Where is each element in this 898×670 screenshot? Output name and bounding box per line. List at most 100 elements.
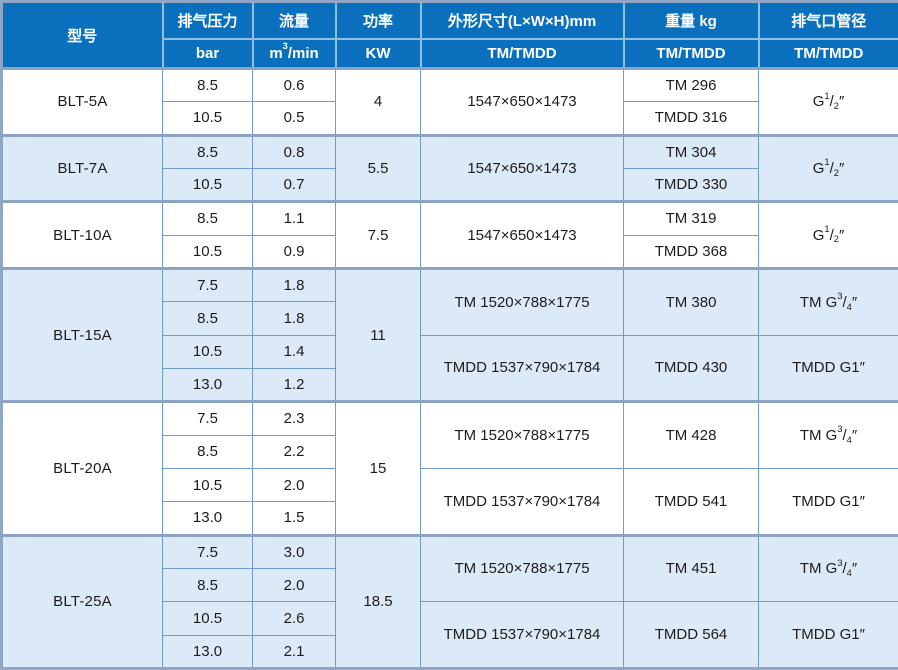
pipe-suffix: ″ xyxy=(851,560,858,578)
weight-cell: TMDD 330 xyxy=(623,167,759,203)
pressure-cell: 7.5 xyxy=(162,534,253,569)
flow-cell: 2.3 xyxy=(252,401,336,436)
model-group-blt-10a: BLT-10A 8.5 1.1 7.5 1547×650×1473 TM 319… xyxy=(1,201,898,269)
pipe-numerator: 3 xyxy=(837,291,843,302)
pipe-prefix: TMDD G1″ xyxy=(792,359,865,377)
pipe-cell: TM G3/4″ xyxy=(758,401,898,469)
dims-cell: 1547×650×1473 xyxy=(420,68,624,136)
table-row: BLT-7A 8.5 0.8 5.5 1547×650×1473 TM 304 … xyxy=(1,134,898,203)
pressure-cell: 8.5 xyxy=(162,434,253,469)
table-row: BLT-10A 8.5 1.1 7.5 1547×650×1473 TM 319… xyxy=(1,201,898,269)
pipe-denominator: 2 xyxy=(833,101,839,112)
pressure-cell: 10.5 xyxy=(162,467,253,503)
pressure-cell: 10.5 xyxy=(162,167,253,203)
table-row: 10.5 0.7 TMDD 330 xyxy=(2,167,898,203)
pipe-prefix: G xyxy=(812,93,825,111)
flow-cell: 1.1 xyxy=(252,201,336,236)
weight-cell: TMDD 430 xyxy=(623,334,759,403)
pressure-cell: 8.5 xyxy=(162,567,253,603)
pipe-prefix: TM G xyxy=(799,293,838,311)
flow-cell: 2.6 xyxy=(252,601,336,636)
table-row: 10.5 2.0 TMDD 1537×790×1784 TMDD 541 TMD… xyxy=(2,467,898,536)
header-row-units: bar m3/min KW TM/TMDD TM/TMDD TM/TMDD xyxy=(2,37,898,70)
weight-cell: TMDD 316 xyxy=(623,101,759,136)
flow-unit-sup: 3 xyxy=(282,41,288,52)
pipe-prefix: TMDD G1″ xyxy=(792,492,865,510)
pressure-cell: 10.5 xyxy=(162,601,253,636)
model-cell: BLT-10A xyxy=(1,201,163,269)
pipe-cell: G1/2″ xyxy=(758,134,898,203)
flow-unit-base: m xyxy=(269,44,283,62)
header-pressure: 排气压力 xyxy=(161,0,254,40)
header-pressure-unit: bar xyxy=(161,37,254,70)
flow-cell: 1.5 xyxy=(252,501,336,536)
pipe-cell: TMDD G1″ xyxy=(758,334,898,403)
model-cell: BLT-25A xyxy=(1,534,163,670)
model-group-blt-15a: BLT-15A 7.5 1.8 11 TM 1520×788×1775 TM 3… xyxy=(1,267,898,403)
table-row: 10.5 1.4 TMDD 1537×790×1784 TMDD 430 TMD… xyxy=(2,334,898,403)
pipe-denominator: 2 xyxy=(833,234,839,245)
dims-cell: TM 1520×788×1775 xyxy=(420,401,624,469)
pipe-prefix: G xyxy=(812,226,825,244)
flow-cell: 1.8 xyxy=(252,267,336,303)
pipe-fraction-slash: / xyxy=(842,560,847,578)
header-flow-unit: m3/min xyxy=(251,37,337,70)
pipe-fraction-slash: / xyxy=(829,226,834,244)
weight-cell: TM 380 xyxy=(623,267,759,336)
pipe-prefix: TM G xyxy=(799,427,838,445)
pressure-cell: 8.5 xyxy=(162,67,253,103)
flow-cell: 0.5 xyxy=(252,101,336,136)
table-row: BLT-15A 7.5 1.8 11 TM 1520×788×1775 TM 3… xyxy=(1,267,898,403)
table-header: 型号 排气压力 流量 功率 外形尺寸(L×W×H)mm 重量 kg 排气口管径 … xyxy=(0,0,898,70)
header-dims-subtitle: TM/TMDD xyxy=(419,37,625,70)
pipe-fraction-slash: / xyxy=(829,93,834,111)
pressure-cell: 10.5 xyxy=(162,334,253,369)
pipe-suffix: ″ xyxy=(838,159,845,177)
header-pipe-subtitle: TM/TMDD xyxy=(757,37,898,70)
pipe-numerator: 1 xyxy=(824,90,830,101)
model-group-blt-25a: BLT-25A 7.5 3.0 18.5 TM 1520×788×1775 TM… xyxy=(1,534,898,670)
pipe-suffix: ″ xyxy=(838,226,845,244)
flow-cell: 2.2 xyxy=(252,434,336,469)
power-cell: 18.5 xyxy=(335,534,421,670)
header-pipe-diameter: 排气口管径 xyxy=(757,0,898,40)
header-row-titles: 型号 排气压力 流量 功率 外形尺寸(L×W×H)mm 重量 kg 排气口管径 xyxy=(0,0,898,70)
header-power-unit: KW xyxy=(334,37,422,70)
flow-cell: 2.1 xyxy=(252,634,336,670)
pressure-cell: 13.0 xyxy=(162,634,253,670)
power-cell: 7.5 xyxy=(335,201,421,269)
pressure-cell: 7.5 xyxy=(162,401,253,436)
pipe-fraction-slash: / xyxy=(829,159,834,177)
header-weight: 重量 kg xyxy=(622,0,760,40)
header-flow: 流量 xyxy=(251,0,337,40)
pipe-denominator: 2 xyxy=(833,167,839,178)
model-group-blt-5a: BLT-5A 8.5 0.6 4 1547×650×1473 TM 296 G1… xyxy=(1,67,898,136)
table-row: BLT-20A 7.5 2.3 15 TM 1520×788×1775 TM 4… xyxy=(1,401,898,536)
flow-cell: 2.0 xyxy=(252,467,336,503)
dims-cell: 1547×650×1473 xyxy=(420,134,624,203)
model-group-blt-7a: BLT-7A 8.5 0.8 5.5 1547×650×1473 TM 304 … xyxy=(1,134,898,203)
table-row: 10.5 0.9 TMDD 368 xyxy=(2,234,898,269)
flow-cell: 1.4 xyxy=(252,334,336,369)
table-row: 8.5 2.2 xyxy=(2,434,898,469)
dims-cell: TMDD 1537×790×1784 xyxy=(420,601,624,669)
model-group-blt-20a: BLT-20A 7.5 2.3 15 TM 1520×788×1775 TM 4… xyxy=(1,401,898,536)
pipe-denominator: 4 xyxy=(846,301,852,312)
flow-cell: 0.6 xyxy=(252,67,336,103)
table-row: 13.0 2.1 xyxy=(2,634,898,670)
pipe-numerator: 3 xyxy=(837,424,843,435)
model-cell: BLT-20A xyxy=(1,401,163,536)
pipe-cell: G1/2″ xyxy=(758,68,898,136)
pipe-cell: TMDD G1″ xyxy=(758,467,898,536)
header-dimensions: 外形尺寸(L×W×H)mm xyxy=(419,0,625,40)
model-cell: BLT-5A xyxy=(1,68,163,136)
flow-cell: 0.9 xyxy=(252,234,336,269)
pipe-numerator: 1 xyxy=(824,157,830,168)
weight-cell: TM 319 xyxy=(623,201,759,236)
flow-cell: 2.0 xyxy=(252,567,336,603)
table-row: BLT-25A 7.5 3.0 18.5 TM 1520×788×1775 TM… xyxy=(1,534,898,670)
dims-cell: TMDD 1537×790×1784 xyxy=(420,467,624,536)
model-cell: BLT-15A xyxy=(1,267,163,403)
weight-cell: TM 296 xyxy=(623,67,759,103)
